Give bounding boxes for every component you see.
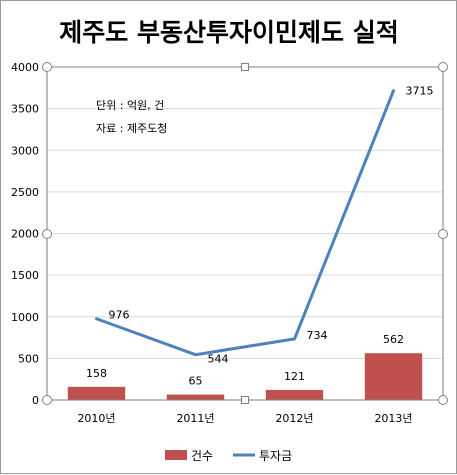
- x-tick-label: 2012년: [275, 412, 313, 425]
- line-point: [95, 317, 98, 321]
- y-axis-ticks: 0 500 1000 1500 2000 2500 3000 3500 4000: [11, 61, 39, 407]
- series-line: [95, 90, 395, 357]
- line-series: 976 544 734 3715: [95, 85, 434, 366]
- resize-handle[interactable]: [42, 395, 52, 405]
- resize-handle[interactable]: [241, 63, 249, 71]
- y-tick-label: 4000: [11, 61, 39, 74]
- bar: [67, 386, 126, 400]
- bar-data-label: 562: [383, 333, 404, 346]
- selection-handles[interactable]: [42, 62, 448, 405]
- chart-notes: 단위 : 억원, 건 자료 : 제주도청: [96, 99, 167, 135]
- resize-handle[interactable]: [438, 62, 448, 72]
- bar-data-label: 65: [189, 375, 203, 388]
- y-tick-label: 500: [18, 352, 39, 365]
- y-tick-label: 3500: [11, 103, 39, 116]
- y-tick-label: 2500: [11, 186, 39, 199]
- bar: [166, 394, 225, 400]
- bar-data-label: 121: [284, 370, 305, 383]
- y-tick-label: 3000: [11, 144, 39, 157]
- legend-swatch-count: [165, 450, 187, 460]
- bar: [265, 389, 324, 400]
- unit-note: 단위 : 억원, 건: [96, 99, 164, 112]
- x-tick-label: 2010년: [77, 412, 115, 425]
- bar-data-label: 158: [86, 367, 107, 380]
- x-tick-label: 2011년: [176, 412, 214, 425]
- y-tick-label: 0: [32, 394, 39, 407]
- bar: [364, 353, 423, 400]
- x-tick-label: 2013년: [374, 412, 412, 425]
- resize-handle[interactable]: [438, 395, 448, 405]
- line-point: [293, 337, 296, 341]
- legend-label-investment: 투자금: [259, 449, 292, 463]
- resize-handle[interactable]: [42, 229, 52, 239]
- x-axis-ticks: 2010년 2011년 2012년 2013년: [77, 412, 412, 425]
- resize-handle[interactable]: [438, 229, 448, 239]
- bar-series: 158 65 121 562: [67, 333, 423, 400]
- line-data-label: 3715: [406, 85, 434, 98]
- line-data-label: 544: [208, 353, 229, 366]
- resize-handle[interactable]: [241, 396, 249, 404]
- line-point: [194, 353, 197, 357]
- y-tick-label: 1000: [11, 311, 39, 324]
- chart-legend: 건수 투자금: [165, 449, 292, 463]
- y-tick-label: 1500: [11, 269, 39, 282]
- line-data-label: 976: [109, 309, 130, 322]
- resize-handle[interactable]: [42, 62, 52, 72]
- chart-title: 제주도 부동산투자이민제도 실적: [59, 18, 398, 47]
- line-data-label: 734: [307, 329, 328, 342]
- source-note: 자료 : 제주도청: [96, 122, 167, 135]
- y-tick-label: 2000: [11, 228, 39, 241]
- legend-label-count: 건수: [191, 449, 213, 463]
- line-point: [392, 89, 395, 93]
